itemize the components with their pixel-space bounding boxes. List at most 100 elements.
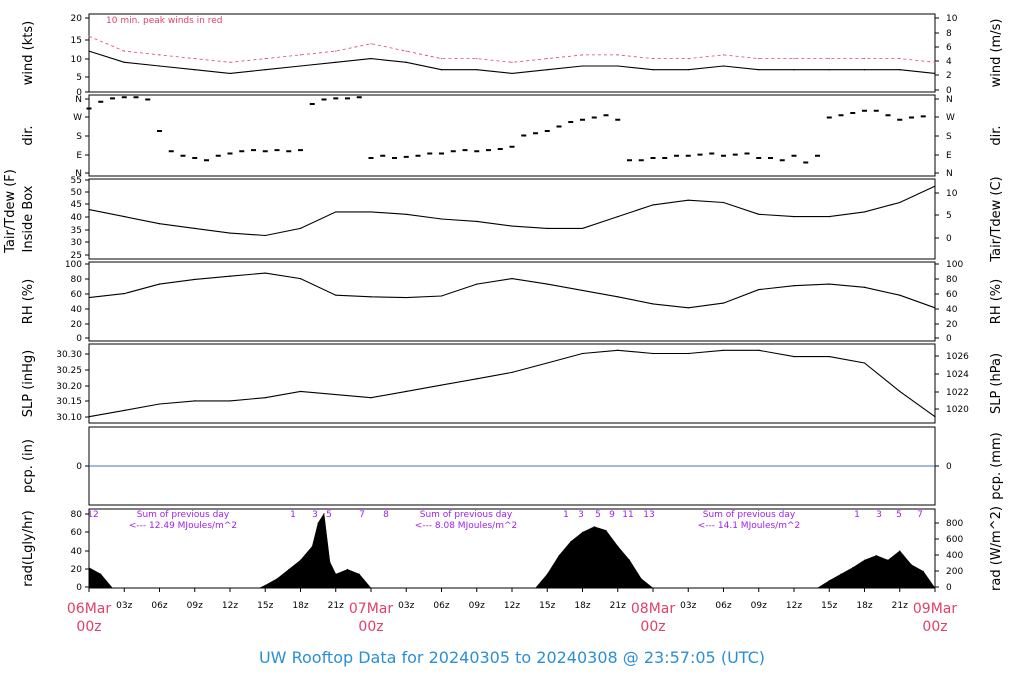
- dir-point: [591, 116, 597, 119]
- wind-right-tick-label: 2: [946, 71, 952, 81]
- dir-right-tick-label: N: [946, 95, 953, 105]
- rad-left-tick-label: 40: [71, 547, 83, 557]
- dir-point: [826, 116, 832, 119]
- x-day-label: 08Mar: [631, 601, 675, 617]
- wind-point: [617, 65, 619, 67]
- panel-slp: 30.10 30.15 30.20 30.25 30.30 1020 1022 1024 102…: [21, 343, 1004, 424]
- slp-point: [899, 390, 901, 392]
- dir-left-tick-label: E: [76, 151, 82, 161]
- dir-point: [368, 157, 374, 159]
- rh-point: [405, 296, 407, 299]
- wind-right-tick-label: 6: [946, 43, 952, 53]
- dir-point: [239, 150, 245, 153]
- dir-point: [885, 114, 891, 117]
- rad-point: [88, 567, 90, 569]
- rh-point: [511, 277, 513, 280]
- chart-title: UW Rooftop Data for 20240305 to 20240308…: [258, 648, 766, 667]
- rad-point: [276, 578, 278, 580]
- rad-point: [922, 570, 924, 572]
- dir-point: [157, 130, 162, 132]
- wind-point: [899, 69, 901, 71]
- rad-day-sum-value: <--- 12.49 MJoules/m^2: [129, 521, 237, 531]
- dir-point: [744, 152, 750, 155]
- wind-right-tick-label: 0: [946, 86, 952, 96]
- wind-left-tick-label: 15: [71, 36, 82, 46]
- dir-point: [627, 159, 632, 162]
- wind-point: [405, 50, 407, 52]
- rad-point: [899, 550, 901, 552]
- temp-point: [511, 225, 513, 227]
- wind-point: [758, 57, 760, 60]
- rad-right-tick-label: 800: [946, 519, 963, 529]
- dir-right-tick-label: E: [946, 151, 952, 161]
- rh-point: [158, 283, 161, 285]
- temp-left-tick-label: 35: [71, 226, 82, 236]
- temp-point: [581, 227, 584, 230]
- rh-point: [828, 283, 830, 285]
- dir-point: [333, 97, 339, 100]
- temp-ylabel-left: Tair/Tdew (F): [3, 169, 18, 254]
- slp-point: [863, 362, 866, 364]
- rad-point: [335, 573, 337, 575]
- dir-point: [580, 118, 585, 121]
- rh-point: [652, 303, 654, 305]
- rad-point: [317, 522, 319, 524]
- rad-point: [112, 587, 113, 589]
- slp-point: [581, 352, 584, 355]
- wind-point: [758, 69, 760, 71]
- rad-hour-marker: 1: [563, 510, 569, 520]
- rad-point: [629, 559, 630, 561]
- slp-ylabel-right: SLP (hPa): [989, 353, 1004, 414]
- x-tick-label: 09z: [751, 601, 767, 611]
- dir-point: [920, 115, 926, 118]
- slp-point: [652, 352, 654, 355]
- slp-point: [370, 397, 372, 399]
- rad-hour-marker: 3: [578, 510, 584, 520]
- rh-point: [722, 302, 725, 304]
- rad-day-sum-value: <--- 8.08 MJoules/m^2: [415, 521, 517, 531]
- x-tick-label: 12z: [504, 601, 520, 611]
- wind-point: [123, 61, 125, 63]
- temp-left-tick-label: 50: [71, 188, 83, 198]
- rh-right-tick-label: 60: [946, 290, 958, 300]
- dir-right-tick-label: S: [946, 132, 952, 142]
- dir-point: [298, 149, 303, 152]
- rad-point: [911, 564, 912, 566]
- dir-point: [450, 150, 456, 153]
- rh-left-tick-label: 20: [71, 320, 83, 330]
- temp-point: [335, 211, 337, 213]
- wind-point: [264, 69, 266, 71]
- dir-point: [227, 152, 233, 155]
- slp-point: [123, 409, 125, 411]
- rh-point: [581, 289, 584, 292]
- pcp-left-tick-label: 0: [76, 462, 82, 472]
- dir-point: [544, 130, 550, 132]
- dir-point: [168, 150, 174, 153]
- rh-point: [863, 286, 866, 288]
- wind-right-tick-label: 4: [946, 57, 952, 67]
- rh-point: [264, 272, 266, 274]
- wind-point: [194, 69, 196, 71]
- slp-point: [617, 349, 619, 351]
- rh-point: [687, 307, 689, 309]
- dir-point: [709, 152, 715, 155]
- rad-hour-marker: 7: [917, 510, 923, 520]
- rad-point: [840, 573, 842, 575]
- rad-point: [264, 584, 266, 586]
- x-day-hour-label: 00z: [358, 619, 383, 635]
- rad-point: [570, 541, 572, 543]
- dir-point: [873, 109, 879, 112]
- x-tick-label: 03z: [116, 601, 132, 611]
- dir-point: [897, 118, 903, 121]
- slp-frame: [88, 343, 936, 424]
- dir-point: [768, 157, 773, 159]
- slp-point: [88, 416, 90, 418]
- temp-frame: [88, 178, 936, 260]
- dir-point: [86, 107, 92, 110]
- rh-point: [194, 278, 196, 280]
- rad-point: [875, 554, 877, 556]
- dir-point: [779, 159, 785, 162]
- slp-point: [793, 356, 795, 358]
- rad-day-sum-value: <--- 14.1 MJoules/m^2: [698, 521, 800, 531]
